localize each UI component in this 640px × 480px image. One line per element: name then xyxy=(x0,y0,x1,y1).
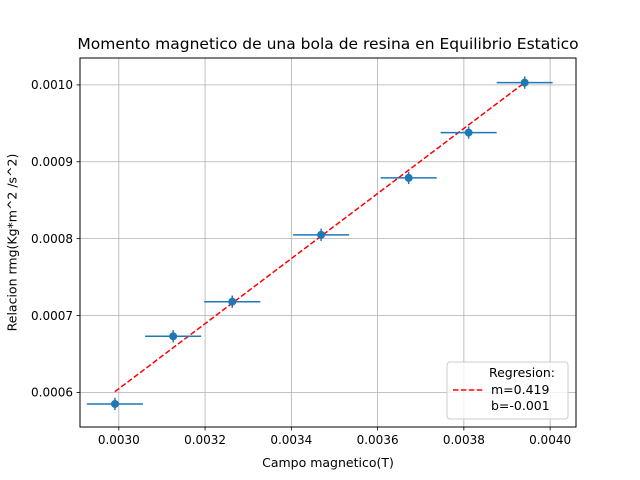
y-tick-label: 0.0006 xyxy=(31,386,73,400)
y-axis-label: Relacion rmg(Kg*m^2 /s^2) xyxy=(5,154,20,332)
data-point-group xyxy=(145,330,202,343)
data-point-group xyxy=(496,76,553,89)
x-tick-label: 0.0040 xyxy=(529,433,571,447)
data-point xyxy=(228,297,237,306)
data-point xyxy=(520,78,529,87)
x-tick-label: 0.0034 xyxy=(270,433,312,447)
data-point-group xyxy=(440,126,497,139)
legend-box xyxy=(446,361,569,420)
y-tick-label: 0.0009 xyxy=(31,155,73,169)
data-point xyxy=(464,128,473,137)
data-point xyxy=(317,230,326,239)
y-tick-label: 0.0010 xyxy=(31,78,73,92)
data-point-group xyxy=(204,295,261,308)
x-tick-label: 0.0038 xyxy=(443,433,485,447)
grid xyxy=(80,58,576,427)
data-point-group xyxy=(380,171,437,185)
plot-data xyxy=(86,76,553,411)
x-tick-label: 0.0032 xyxy=(184,433,226,447)
x-tick-label: 0.0036 xyxy=(357,433,399,447)
data-point-group xyxy=(86,397,143,411)
legend-title: Regresion: xyxy=(489,365,555,380)
data-point-group xyxy=(293,228,350,241)
x-tick-label: 0.0030 xyxy=(98,433,140,447)
legend-entry-intercept: b=-0.001 xyxy=(491,398,550,413)
chart-title: Momento magnetico de una bola de resina … xyxy=(77,35,578,53)
data-point xyxy=(169,332,178,341)
plot-frame xyxy=(79,57,577,428)
ticks: 0.0030 0.0032 0.0034 0.0036 0.0038 0.0040 0.00… xyxy=(31,78,571,447)
legend: Regresion: m=0.419 b=-0.001 xyxy=(446,361,569,420)
y-tick-label: 0.0007 xyxy=(31,309,73,323)
data-point xyxy=(404,173,413,182)
y-tick-label: 0.0008 xyxy=(31,232,73,246)
data-point xyxy=(110,399,119,408)
legend-entry-slope: m=0.419 xyxy=(491,382,549,397)
x-axis-label: Campo magnetico(T) xyxy=(262,455,394,470)
